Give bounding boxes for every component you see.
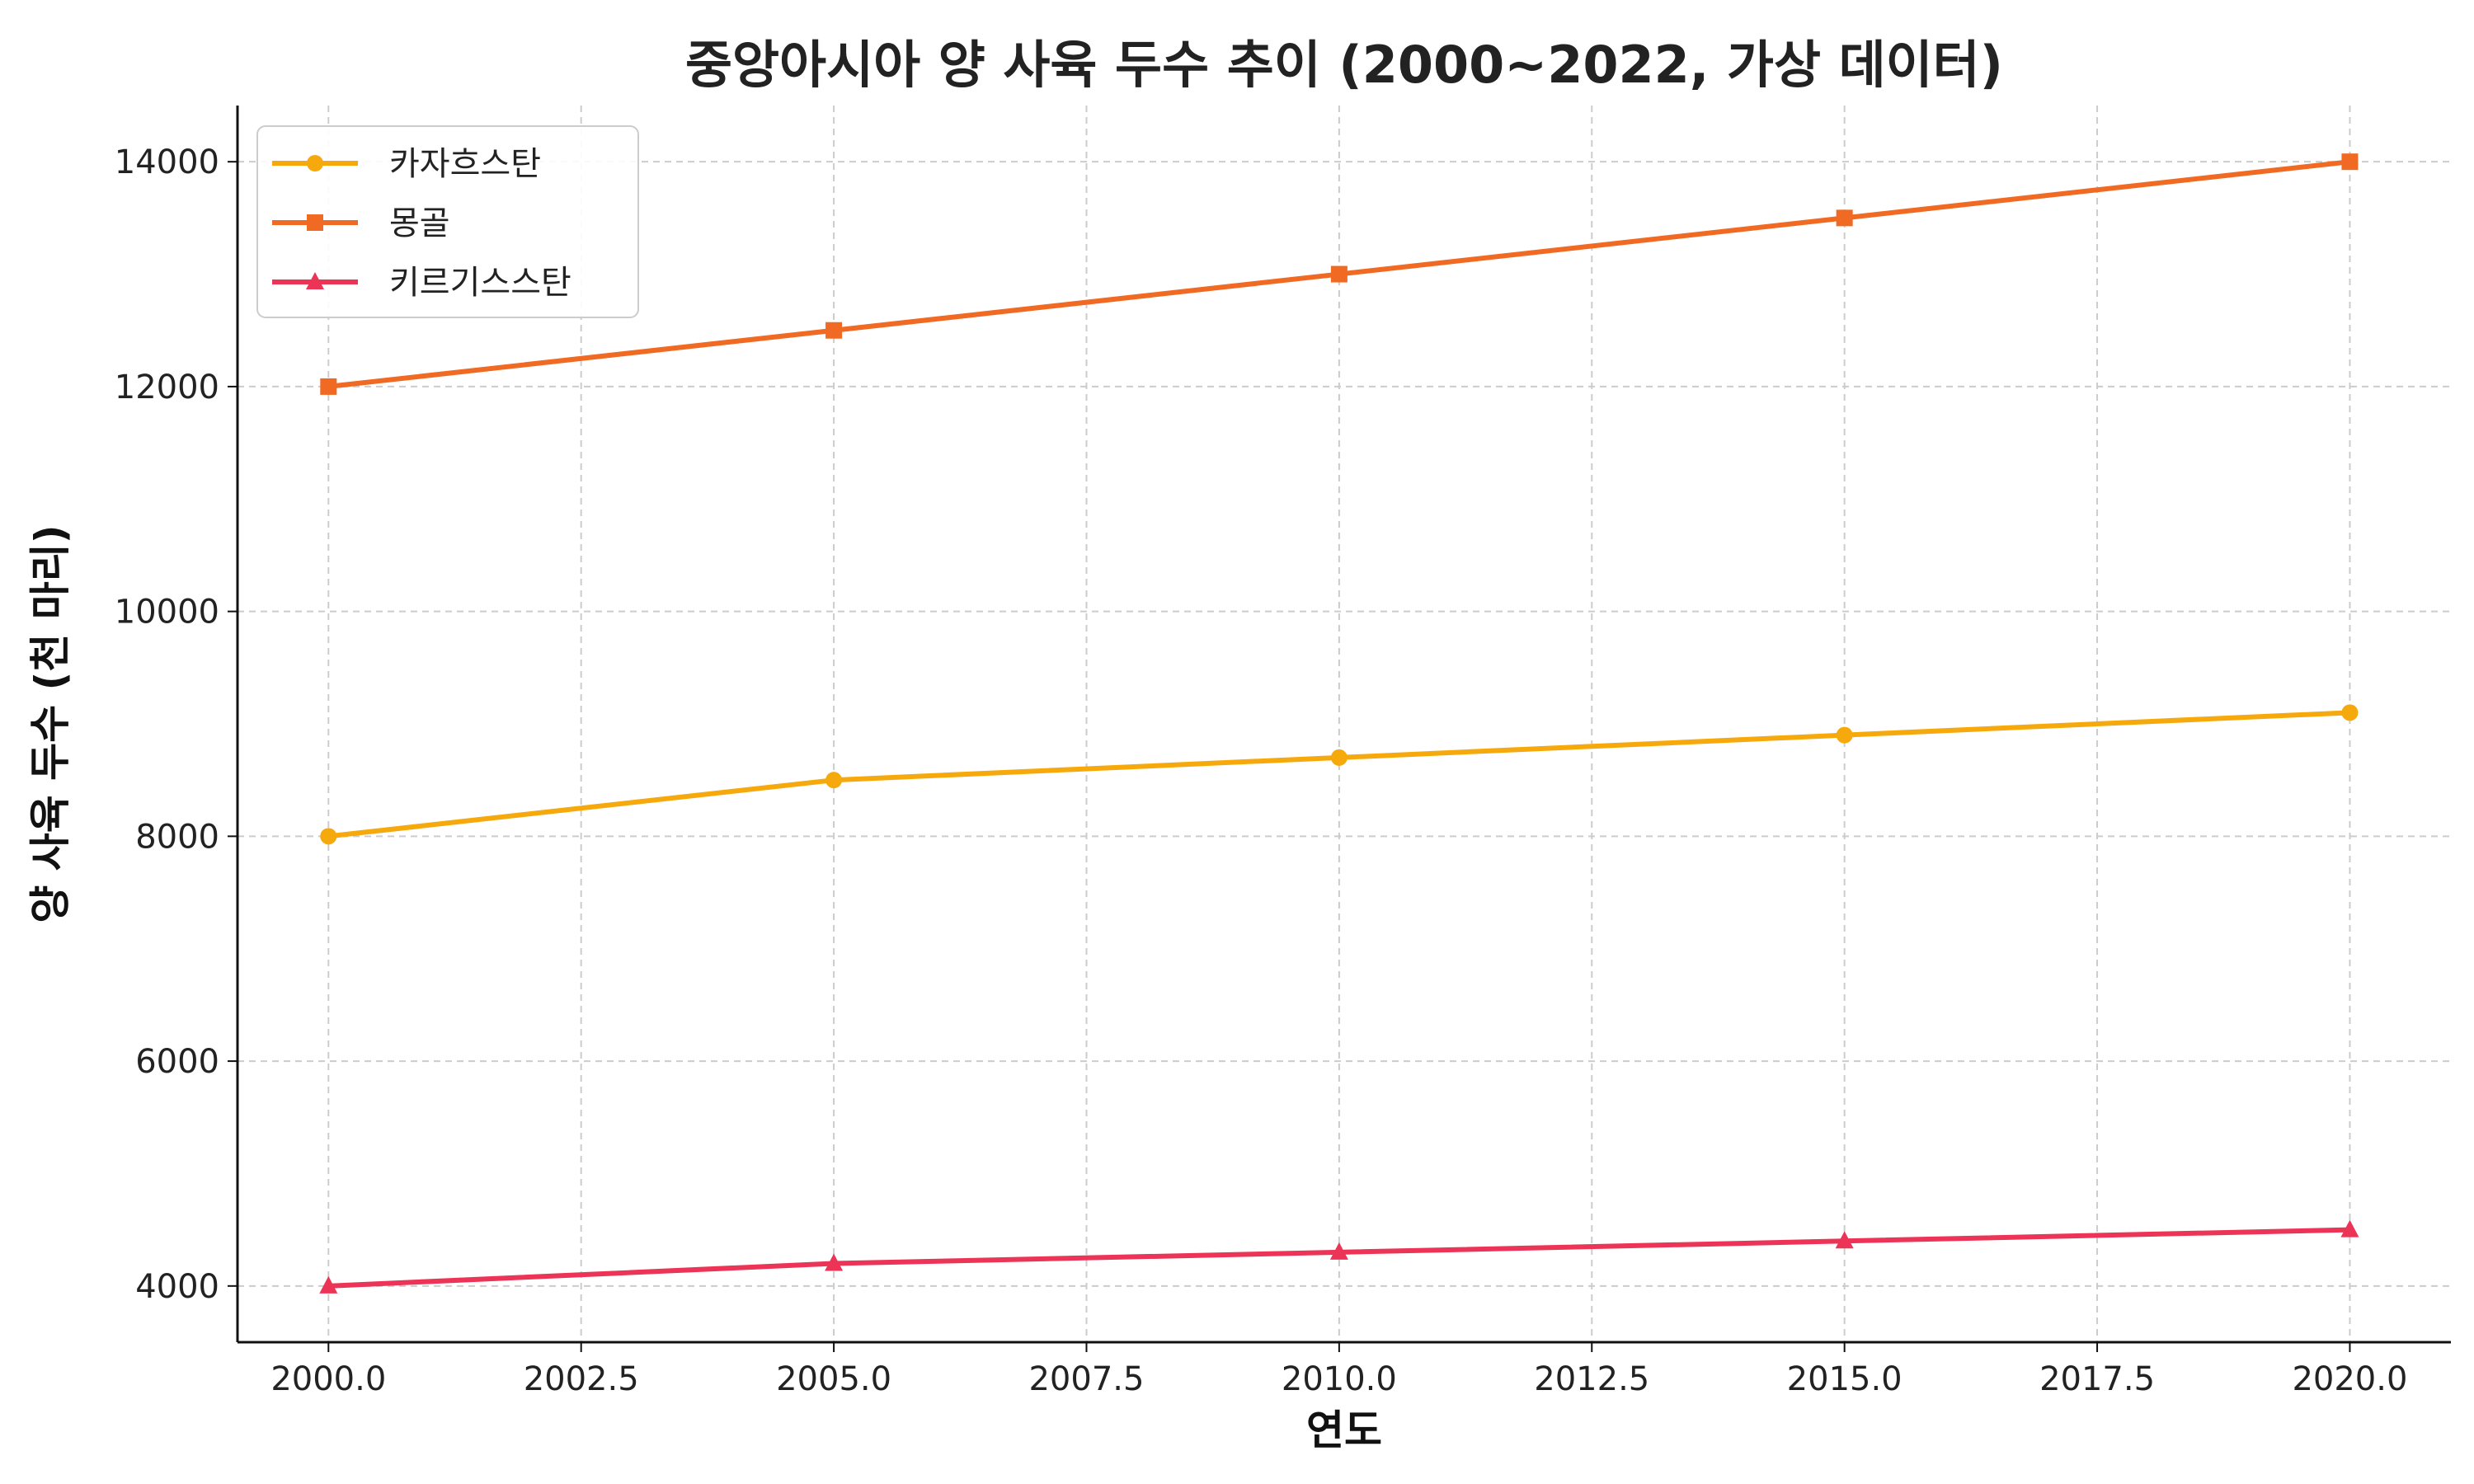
series-2 bbox=[320, 153, 2359, 395]
y-tick-label: 6000 bbox=[135, 1043, 219, 1081]
data-point bbox=[1835, 1231, 1854, 1249]
data-point bbox=[2341, 704, 2359, 721]
data-point bbox=[1836, 726, 1853, 744]
legend-label: 키르기스스탄 bbox=[389, 264, 571, 302]
legend-entry: 카자흐스탄 bbox=[272, 145, 541, 183]
y-tick-label: 14000 bbox=[115, 143, 219, 181]
chart-title: 중앙아시아 양 사육 두수 추이 (2000~2022, 가상 데이터) bbox=[685, 35, 2003, 95]
legend-entry: 키르기스스탄 bbox=[272, 264, 571, 302]
series-1 bbox=[320, 704, 2359, 845]
axes bbox=[236, 106, 2451, 1344]
data-point bbox=[1330, 749, 1348, 766]
legend-frame bbox=[256, 125, 639, 318]
x-tick-label: 2015.0 bbox=[1787, 1360, 1903, 1398]
x-tick-label: 2012.5 bbox=[1534, 1360, 1649, 1398]
data-point bbox=[2340, 1219, 2359, 1237]
data-point bbox=[320, 828, 337, 845]
data-point bbox=[1836, 209, 1853, 227]
y-tick-label: 10000 bbox=[115, 594, 219, 632]
x-tick-label: 2017.5 bbox=[2039, 1360, 2155, 1398]
x-ticks: 2000.0 2002.5 2005.0 2007.5 2010.0 2012.5 2015… bbox=[270, 1342, 2407, 1398]
data-point bbox=[1330, 265, 1348, 283]
y-tick-label: 4000 bbox=[135, 1268, 219, 1306]
y-ticks: 4000 6000 8000 10000 12000 14000 bbox=[115, 143, 238, 1306]
series-3 bbox=[319, 1219, 2359, 1294]
legend-label: 카자흐스탄 bbox=[389, 145, 541, 183]
data-point bbox=[825, 772, 843, 789]
data-point bbox=[320, 378, 337, 395]
data-point bbox=[1329, 1242, 1348, 1260]
x-tick-label: 2002.5 bbox=[524, 1360, 639, 1398]
series bbox=[319, 153, 2359, 1294]
grid bbox=[238, 106, 2451, 1342]
legend-label: 몽골 bbox=[389, 204, 450, 242]
legend-entry: 몽골 bbox=[272, 204, 450, 242]
y-axis-label: 양 사육 두수 (천 마리) bbox=[26, 524, 74, 923]
legend-marker bbox=[307, 155, 323, 171]
x-tick-label: 2010.0 bbox=[1282, 1360, 1397, 1398]
x-tick-label: 2005.0 bbox=[776, 1360, 891, 1398]
data-point bbox=[825, 1253, 844, 1271]
x-tick-label: 2020.0 bbox=[2292, 1360, 2407, 1398]
x-tick-label: 2007.5 bbox=[1028, 1360, 1144, 1398]
data-point bbox=[2341, 153, 2359, 171]
data-point bbox=[825, 322, 843, 339]
legend-marker bbox=[306, 272, 324, 289]
data-point bbox=[319, 1275, 338, 1294]
y-tick-label: 8000 bbox=[135, 818, 219, 856]
x-tick-label: 2000.0 bbox=[270, 1360, 386, 1398]
legend-marker bbox=[307, 214, 323, 231]
y-tick-label: 12000 bbox=[115, 369, 219, 406]
x-axis-label: 연도 bbox=[1306, 1407, 1382, 1454]
